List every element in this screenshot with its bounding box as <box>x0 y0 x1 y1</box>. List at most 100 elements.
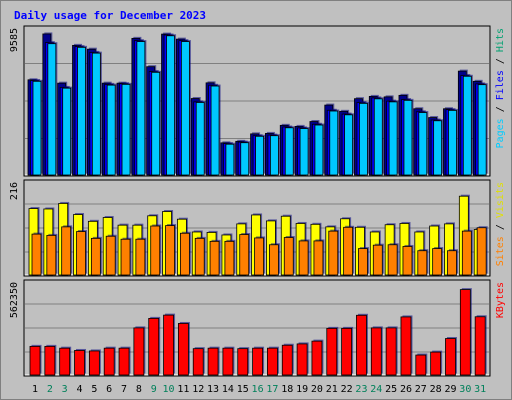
bar-sites <box>209 240 220 276</box>
bar-pages <box>47 43 57 176</box>
bar-pages <box>32 80 42 176</box>
bar-kbytes <box>430 351 442 376</box>
bar-kbytes <box>311 340 323 376</box>
legend-entry: / <box>495 52 506 70</box>
x-tick-label: 4 <box>77 384 83 395</box>
x-tick-label: 29 <box>444 384 456 395</box>
x-tick-label: 22 <box>341 384 353 395</box>
bar-sites <box>90 237 101 276</box>
bar-sites <box>194 237 205 276</box>
bar-pages <box>225 143 235 176</box>
bar-pages <box>77 46 86 176</box>
bar-kbytes <box>133 327 145 376</box>
x-tick-label: 8 <box>136 384 142 395</box>
bar-sites <box>328 230 339 276</box>
bar-kbytes <box>222 347 234 376</box>
bar-sites <box>432 248 443 276</box>
bar-sites <box>372 244 383 276</box>
legend-kbytes: KBytes <box>495 282 506 318</box>
bar-kbytes <box>341 327 353 376</box>
bar-pages <box>388 101 398 176</box>
bar-kbytes <box>281 344 293 376</box>
bar-pages <box>106 84 116 176</box>
x-tick-label: 17 <box>266 384 278 395</box>
y-max-label-kbytes: 562350 <box>9 282 20 318</box>
x-tick-label: 15 <box>237 384 249 395</box>
legend-entry: / <box>495 218 506 236</box>
bar-sites <box>31 233 42 276</box>
bar-sites <box>120 238 131 276</box>
bar-sites <box>269 244 279 276</box>
bar-kbytes <box>148 317 160 376</box>
x-tick-label: 30 <box>459 384 471 395</box>
bar-kbytes <box>370 327 382 376</box>
bar-kbytes <box>252 347 263 376</box>
bar-pages <box>91 52 101 176</box>
x-tick-label: 19 <box>296 384 308 395</box>
bar-pages <box>448 110 457 176</box>
bar-pages <box>299 128 309 176</box>
bar-pages <box>462 75 472 176</box>
x-tick-label: 11 <box>177 384 189 395</box>
x-tick-label: 26 <box>400 384 412 395</box>
legend-entry: Files <box>495 70 506 100</box>
bar-pages <box>433 120 443 176</box>
bar-pages <box>344 114 354 176</box>
bar-kbytes <box>177 323 189 376</box>
x-tick-label: 1 <box>32 384 38 395</box>
bar-sites <box>61 226 72 276</box>
x-tick-label: 16 <box>252 384 264 395</box>
bar-sites <box>417 250 428 276</box>
x-tick-label: 13 <box>207 384 219 395</box>
bar-sites <box>150 225 161 276</box>
bar-kbytes <box>207 347 219 376</box>
bar-kbytes <box>88 350 100 376</box>
y-max-label-hits: 9585 <box>9 28 20 52</box>
bar-sites <box>283 237 294 276</box>
x-tick-label: 28 <box>430 384 442 395</box>
bar-kbytes <box>163 314 174 376</box>
x-tick-label: 21 <box>326 384 338 395</box>
x-tick-label: 24 <box>370 384 382 395</box>
bar-pages <box>255 135 264 176</box>
bar-sites <box>461 230 472 276</box>
chart-title: Daily usage for December 2023 <box>14 9 206 22</box>
bar-kbytes <box>118 347 130 376</box>
x-tick-label: 12 <box>192 384 204 395</box>
bar-pages <box>151 71 161 176</box>
bar-pages <box>329 110 339 176</box>
bar-kbytes <box>59 347 71 376</box>
bar-sites <box>402 246 413 276</box>
bar-pages <box>373 98 383 176</box>
bar-pages <box>136 41 146 176</box>
legend-entry: Visits <box>495 182 506 218</box>
bar-kbytes <box>459 289 471 376</box>
legend-entry: / <box>495 100 506 118</box>
legend-hits: Pages / Files / Hits <box>495 28 506 148</box>
bar-sites <box>254 237 264 276</box>
bar-kbytes <box>74 350 85 376</box>
bar-kbytes <box>356 314 367 376</box>
bar-pages <box>418 112 428 176</box>
bar-kbytes <box>296 343 308 376</box>
bar-kbytes <box>400 316 412 376</box>
bar-sites <box>76 231 86 276</box>
bar-sites <box>387 244 398 276</box>
x-tick-label: 14 <box>222 384 234 395</box>
bar-sites <box>179 232 190 276</box>
bar-pages <box>166 35 175 176</box>
bar-pages <box>180 41 190 176</box>
y-max-label-visits: 216 <box>9 182 20 200</box>
bar-sites <box>343 226 354 276</box>
bar-sites <box>224 240 235 276</box>
bar-kbytes <box>237 348 249 376</box>
x-tick-label: 6 <box>106 384 112 395</box>
x-tick-label: 20 <box>311 384 323 395</box>
legend-visits: Sites / Visits <box>495 182 506 266</box>
x-tick-label: 10 <box>163 384 175 395</box>
bar-sites <box>447 250 457 276</box>
bar-kbytes <box>267 347 278 376</box>
bar-sites <box>476 227 487 276</box>
legend-entry: Sites <box>495 236 506 266</box>
